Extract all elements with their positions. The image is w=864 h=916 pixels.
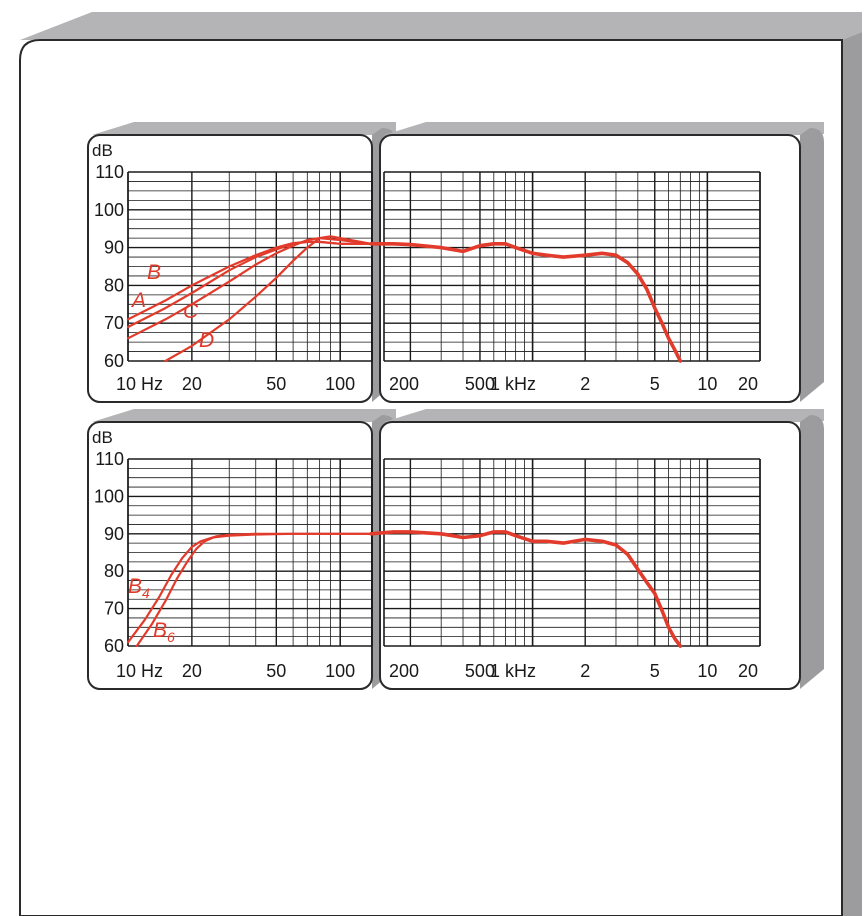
series-line-main xyxy=(369,530,683,648)
series-label-c: C xyxy=(183,300,199,323)
x-tick-label: 5 xyxy=(650,374,660,394)
series-line-d xyxy=(164,235,373,363)
right-box-face xyxy=(379,134,801,403)
frame-top-face xyxy=(20,12,862,40)
y-tick-label: 100 xyxy=(94,486,124,506)
y-axis-title: dB xyxy=(92,141,113,160)
right-box-top-face xyxy=(384,122,824,135)
y-axis-title: dB xyxy=(92,428,113,447)
grid-left xyxy=(127,171,373,362)
series-label-b4: B4 xyxy=(128,575,150,601)
series-label-b: B xyxy=(147,261,161,284)
x-tick-label: 10 xyxy=(697,661,717,681)
x-tick-label: 200 xyxy=(389,374,419,394)
x-tick-label: 500 xyxy=(465,374,495,394)
frame-side-face xyxy=(842,32,862,916)
y-tick-label: 80 xyxy=(104,275,124,295)
grid-left xyxy=(127,458,373,647)
y-tick-label: 90 xyxy=(104,524,124,544)
series-line-main xyxy=(369,242,683,363)
y-tick-label: 60 xyxy=(104,351,124,371)
x-tick-label: 20 xyxy=(182,374,202,394)
x-tick-label: 50 xyxy=(266,661,286,681)
x-tick-label: 200 xyxy=(389,661,419,681)
right-box-side-face xyxy=(800,415,824,689)
y-tick-label: 100 xyxy=(94,200,124,220)
x-tick-label: 2 xyxy=(580,661,590,681)
x-tick-label: 2 xyxy=(580,374,590,394)
x-tick-label: 500 xyxy=(465,661,495,681)
left-box-top-face xyxy=(92,409,396,422)
series-line-c xyxy=(126,237,373,340)
x-tick-label: 5 xyxy=(650,661,660,681)
right-box-top-face xyxy=(384,409,824,422)
y-tick-label: 70 xyxy=(104,313,124,333)
series-label-d: D xyxy=(199,329,214,352)
right-box-face xyxy=(379,421,801,690)
x-tick-label: 10 xyxy=(697,374,717,394)
series-label-a: A xyxy=(130,289,146,312)
y-tick-label: 60 xyxy=(104,636,124,656)
y-tick-label: 70 xyxy=(104,599,124,619)
x-tick-label: 10 Hz xyxy=(116,374,163,394)
x-tick-label: 1 kHz xyxy=(490,661,536,681)
x-tick-label: 100 xyxy=(325,661,355,681)
y-tick-label: 110 xyxy=(95,162,124,182)
x-tick-label: 100 xyxy=(325,374,355,394)
right-box-side-face xyxy=(800,128,824,402)
x-tick-label: 20 xyxy=(738,661,758,681)
y-tick-label: 80 xyxy=(104,561,124,581)
y-tick-label: 90 xyxy=(104,238,124,258)
series-line-b6 xyxy=(135,532,373,648)
y-tick-label: 110 xyxy=(95,449,124,469)
x-tick-label: 10 Hz xyxy=(116,661,163,681)
x-tick-label: 50 xyxy=(266,374,286,394)
left-box-face xyxy=(87,421,373,690)
x-tick-label: 20 xyxy=(738,374,758,394)
left-box-face xyxy=(87,134,373,403)
x-tick-label: 20 xyxy=(182,661,202,681)
series-line-b xyxy=(126,240,373,321)
series-label-b6: B6 xyxy=(153,619,175,645)
x-tick-label: 1 kHz xyxy=(490,374,536,394)
grid-right xyxy=(383,458,761,647)
grid-right xyxy=(383,171,761,362)
left-box-top-face xyxy=(92,122,396,135)
